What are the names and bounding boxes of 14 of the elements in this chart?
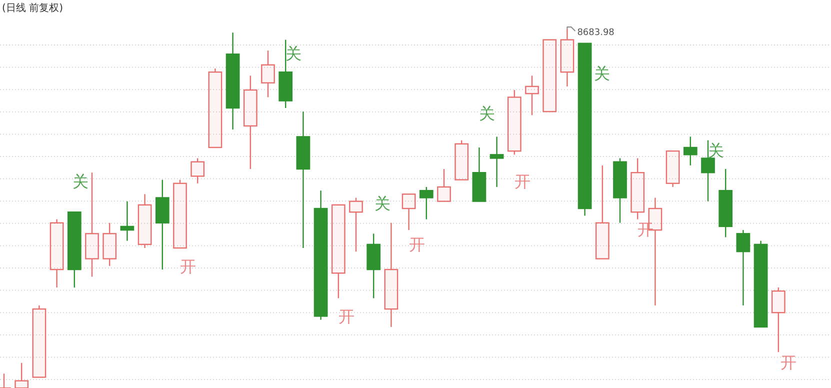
annotation: 开 [514,172,530,191]
annotation: 开 [338,307,354,326]
annotation: 开 [638,220,654,239]
annotation: 开 [180,257,196,276]
annotation: 开 [780,353,796,372]
annotation: 关 [72,172,88,191]
annotation: 开 [408,235,425,254]
chart-title: (日线 前复权) [2,2,64,14]
annotation: 8683.98 [577,28,615,38]
annotation: 关 [286,44,302,63]
annotation: 关 [374,194,391,213]
annotation: 关 [708,141,724,160]
annotation: 关 [594,64,610,83]
annotation: 关 [478,104,495,123]
